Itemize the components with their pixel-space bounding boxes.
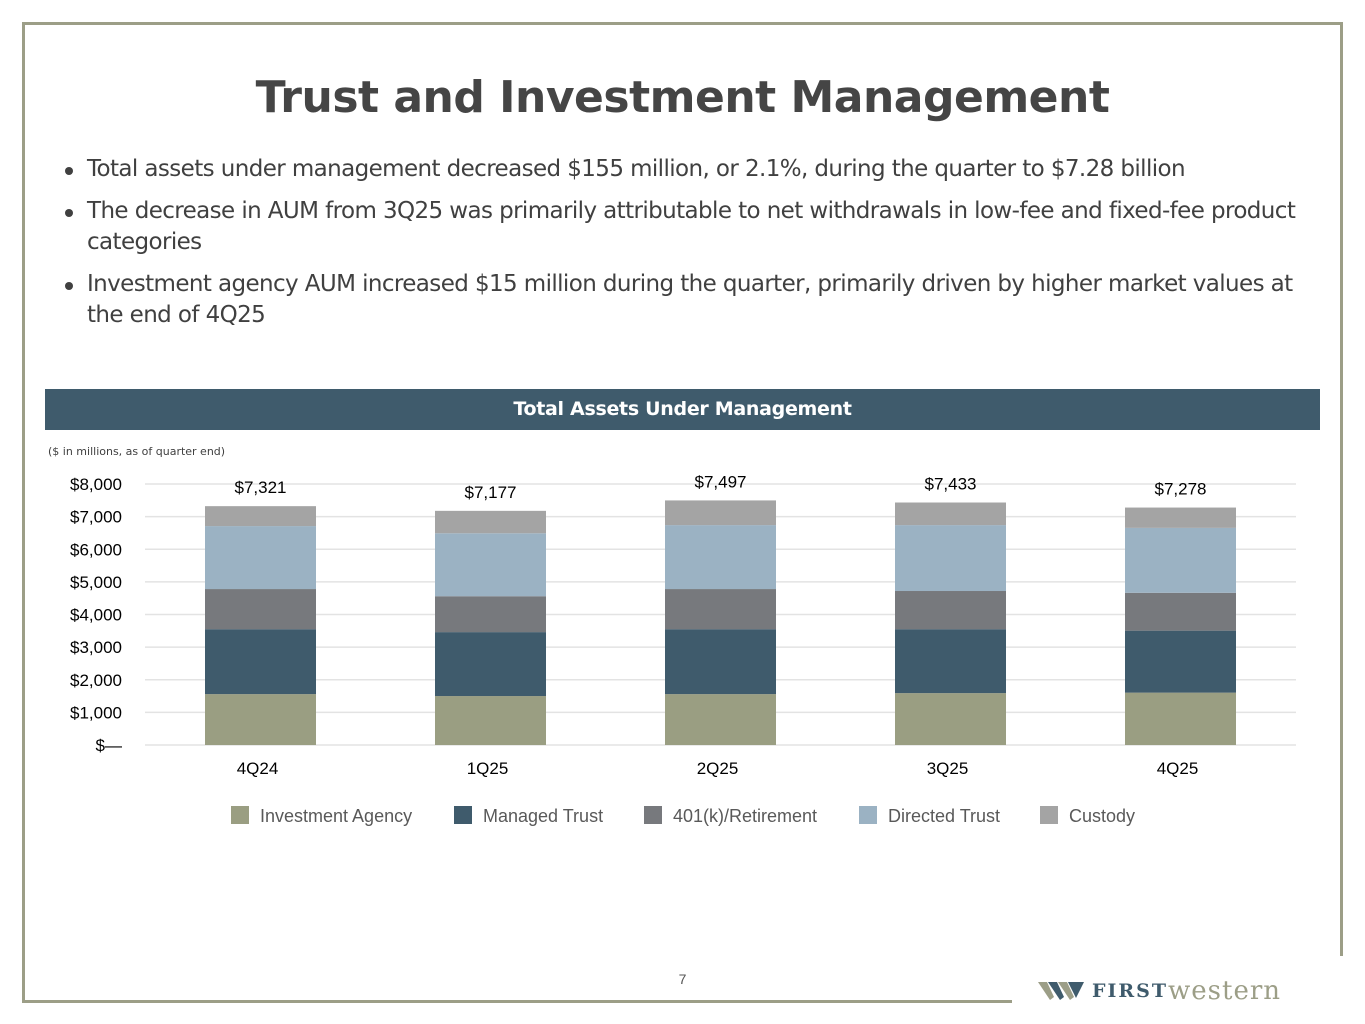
bullet-text: The decrease in AUM from 3Q25 was primar… — [87, 198, 1296, 255]
y-tick-label: $3,000 — [70, 638, 122, 657]
x-tick-label: 4Q25 — [1157, 759, 1199, 778]
bar-segment-directed-trust — [205, 526, 316, 590]
bar-segment-directed-trust — [435, 533, 546, 597]
bullet-item: Investment agency AUM increased $15 mill… — [60, 269, 1310, 331]
bar-segment-investment-agency — [895, 693, 1006, 745]
bar-segment-managed-trust — [1125, 630, 1236, 693]
y-tick-label: $6,000 — [70, 540, 122, 559]
y-tick-label: $— — [96, 736, 122, 755]
x-tick-label: 3Q25 — [927, 759, 969, 778]
legend-swatch — [1040, 806, 1058, 824]
x-tick-label: 2Q25 — [697, 759, 739, 778]
bar-segment-investment-agency — [665, 694, 776, 745]
legend-label: Directed Trust — [888, 806, 1000, 826]
page-number: 7 — [678, 971, 687, 987]
logo-w-icon — [1038, 982, 1084, 1000]
bar-segment-managed-trust — [435, 632, 546, 697]
y-tick-label: $8,000 — [70, 475, 122, 494]
legend-swatch — [454, 806, 472, 824]
bullet-list: Total assets under management decreased … — [60, 154, 1310, 342]
logo-first-text: FIRST — [1092, 980, 1169, 1002]
slide-frame-right — [1340, 22, 1343, 956]
bullet-text: Investment agency AUM increased $15 mill… — [87, 271, 1293, 328]
bar-segment-investment-agency — [205, 694, 316, 745]
slide-frame-top — [22, 22, 1343, 25]
bar-segment-directed-trust — [1125, 527, 1236, 593]
total-data-label: $7,278 — [1155, 480, 1207, 499]
legend-label: Managed Trust — [483, 806, 603, 826]
legend-label: Investment Agency — [260, 806, 412, 826]
bar-segment-managed-trust — [665, 629, 776, 695]
y-tick-label: $1,000 — [70, 703, 122, 722]
bar-segment-investment-agency — [1125, 692, 1236, 745]
total-data-label: $7,177 — [465, 483, 517, 502]
y-tick-label: $4,000 — [70, 606, 122, 625]
bar-segment-401-k-retirement — [205, 589, 316, 630]
bar-segment-managed-trust — [895, 629, 1006, 694]
bar-segment-401-k-retirement — [895, 591, 1006, 630]
chart-units-note: ($ in millions, as of quarter end) — [48, 445, 226, 458]
bar-segment-401-k-retirement — [665, 589, 776, 630]
logo-western-text: western — [1168, 976, 1282, 1006]
legend-label: Custody — [1069, 806, 1135, 826]
bar-segment-investment-agency — [435, 696, 546, 745]
bar-segment-custody — [665, 500, 776, 526]
slide-title: Trust and Investment Management — [255, 72, 1110, 123]
bar-segment-managed-trust — [205, 629, 316, 695]
bar-segment-custody — [435, 510, 546, 534]
bullet-dot-icon — [65, 282, 73, 290]
company-logo: FIRST western — [1038, 976, 1282, 1006]
legend-swatch — [859, 806, 877, 824]
y-tick-label: $5,000 — [70, 573, 122, 592]
y-tick-label: $7,000 — [70, 508, 122, 527]
chart-header: Total Assets Under Management — [45, 389, 1320, 430]
total-data-label: $7,321 — [235, 478, 287, 497]
bullet-dot-icon — [65, 209, 73, 217]
total-data-label: $7,433 — [925, 474, 977, 493]
legend-swatch — [644, 806, 662, 824]
bullet-item: Total assets under management decreased … — [60, 154, 1310, 185]
bar-segment-custody — [1125, 507, 1236, 528]
slide-frame-left — [22, 22, 25, 1003]
x-tick-label: 4Q24 — [237, 759, 279, 778]
bar-segment-custody — [895, 502, 1006, 526]
bar-segment-directed-trust — [895, 525, 1006, 592]
slide-frame-bottom — [22, 1000, 1012, 1003]
bullet-dot-icon — [65, 167, 73, 175]
bar-segment-401-k-retirement — [1125, 592, 1236, 631]
y-tick-label: $2,000 — [70, 671, 122, 690]
bar-segment-custody — [205, 506, 316, 527]
bullet-item: The decrease in AUM from 3Q25 was primar… — [60, 196, 1310, 258]
bar-segment-directed-trust — [665, 525, 776, 590]
x-tick-label: 1Q25 — [467, 759, 509, 778]
total-data-label: $7,497 — [695, 472, 747, 491]
legend-label: 401(k)/Retirement — [673, 806, 817, 826]
bullet-text: Total assets under management decreased … — [87, 156, 1186, 182]
bar-segment-401-k-retirement — [435, 596, 546, 633]
legend-swatch — [231, 806, 249, 824]
stacked-bar-chart: $— $1,000 $2,000 $3,000 $4,000 $5,000 $6,000 $7… — [70, 472, 1296, 826]
